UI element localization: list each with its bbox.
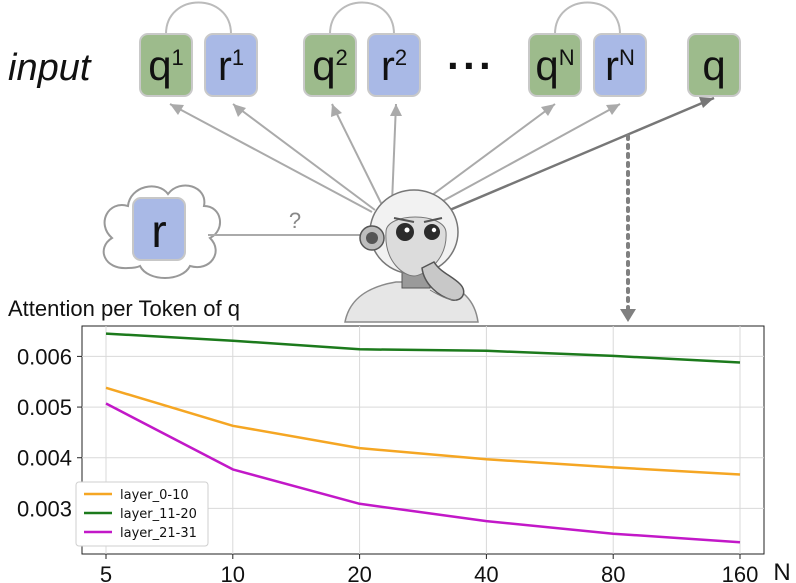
input-label: input [8,47,92,89]
token-label: qN [535,42,574,89]
arrow-to-q [444,96,715,214]
line-chart: 5 10 20 40 80 160 0.003 0.004 0.005 0.006 N laye… [17,325,791,583]
series-lines [105,332,741,544]
y-tick-label: 0.005 [17,395,72,420]
legend-label: layer_21-31 [120,526,197,541]
token-label: q2 [312,42,348,89]
token-rect [367,33,421,97]
y-tick-label: 0.006 [17,344,72,369]
cloud-token-label: r [151,205,166,257]
diagram: input q1 r1 q2 r2 qN rN q ··· r ? [8,1,741,323]
robot-illustration [344,189,479,323]
x-axis-label: N [773,559,790,583]
x-tick-label: 20 [347,562,371,583]
token-rect [528,33,582,97]
token-rect [303,33,357,97]
arrow-to-r1 [232,103,376,211]
arrow-to-q1 [169,103,373,213]
dotted-arrow-head [620,309,636,322]
question-mark: ? [289,208,301,233]
robot-eye-right [424,224,440,240]
token-rect [139,33,193,97]
robot-hand [421,261,465,301]
cloud-token-box [132,197,186,261]
token-row: q1 r1 q2 r2 qN rN q [139,33,741,97]
ellipsis: ··· [447,42,495,89]
token-box-r1: r1 [204,33,258,97]
token-box-rN: rN [593,33,647,97]
arrow-to-q2 [331,103,383,206]
arrow-to-qN [419,103,556,205]
x-tick-label: 40 [474,562,498,583]
token-label: r2 [381,42,407,89]
x-tick-label: 80 [601,562,625,583]
cloud: r [102,184,221,279]
token-label: r1 [218,42,244,89]
token-rect [204,33,258,97]
series-line-layer_11-20 [105,332,741,364]
token-box-qN: qN [528,33,582,97]
token-box-q2: q2 [303,33,357,97]
series-line-layer_0-10 [105,386,741,476]
token-label: q [702,42,725,89]
token-box-qquery: q [687,33,741,97]
legend-label: layer_0-10 [120,488,189,503]
arrow-to-rN [429,103,621,209]
x-ticks: 5 10 20 40 80 160 [100,554,758,583]
y-ticks: 0.003 0.004 0.005 0.006 [17,344,82,521]
legend-box [75,481,209,547]
robot-eye-left [396,223,414,241]
y-tick-label: 0.003 [17,496,72,521]
token-box-r2: r2 [367,33,421,97]
legend: layer_0-10 layer_11-20 layer_21-31 [75,481,209,547]
token-rect [687,33,741,97]
x-tick-label: 5 [100,562,112,583]
chart-title: Attention per Token of q [8,296,240,321]
token-label: q1 [148,42,184,89]
token-label: rN [605,42,635,89]
series-line-layer_21-31 [105,402,741,544]
token-rect [593,33,647,97]
arrow-to-r2 [391,103,397,204]
attention-arrows [169,96,715,214]
x-tick-label: 160 [722,562,759,583]
pair-loop-2 [329,1,395,35]
pair-loop-N [554,1,621,35]
legend-label: layer_11-20 [120,507,197,522]
x-tick-label: 10 [221,562,245,583]
pair-loop-1 [165,1,232,35]
y-tick-label: 0.004 [17,446,72,471]
token-box-q1: q1 [139,33,193,97]
